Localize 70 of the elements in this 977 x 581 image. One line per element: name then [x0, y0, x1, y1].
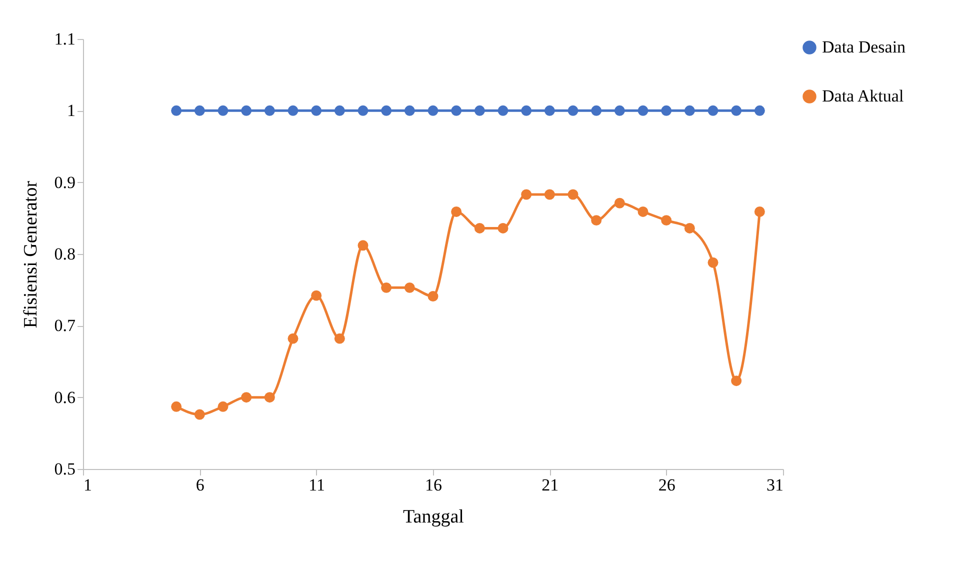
point [614, 198, 625, 208]
point [404, 282, 415, 293]
point [661, 105, 672, 116]
point [684, 222, 695, 234]
point [358, 240, 368, 251]
point [638, 105, 648, 116]
point [684, 105, 695, 116]
y-tick-label: 0.8 [54, 244, 76, 264]
point [521, 105, 532, 116]
y-tick-label: 0.7 [54, 316, 76, 336]
point [288, 105, 298, 116]
point [218, 105, 228, 116]
point [591, 215, 602, 226]
point [194, 409, 205, 420]
y-tick-label: 0.6 [54, 388, 76, 407]
y-tick-label: 0.9 [54, 172, 76, 192]
point [264, 392, 275, 403]
point [731, 376, 742, 386]
point [498, 105, 508, 116]
point [334, 333, 345, 344]
point [311, 105, 322, 116]
point [241, 105, 252, 116]
point [568, 105, 578, 116]
point [451, 206, 462, 217]
point [404, 105, 415, 116]
point [708, 105, 718, 116]
x-tick-label: 16 [425, 476, 442, 494]
point [638, 206, 648, 217]
point [451, 105, 462, 116]
point [358, 105, 368, 116]
point [381, 105, 392, 116]
point [428, 105, 438, 116]
point [428, 291, 438, 302]
x-tick-label: 6 [196, 476, 204, 494]
point [264, 105, 275, 116]
point [754, 105, 765, 116]
point [241, 392, 252, 403]
point [334, 105, 345, 116]
point [171, 105, 182, 116]
point [171, 401, 182, 412]
point [218, 401, 228, 412]
y-tick-label: 1 [67, 101, 76, 120]
point [614, 105, 625, 116]
y-axis-title: Efisiensi Generator [20, 180, 42, 328]
point [498, 222, 508, 234]
point [311, 290, 322, 301]
point [544, 189, 555, 200]
point [591, 105, 602, 116]
point [381, 282, 392, 293]
y-tick-label: 0.5 [54, 460, 76, 478]
point [474, 222, 485, 234]
point [754, 206, 765, 217]
legend-label: Data Aktual [822, 86, 904, 106]
point [731, 105, 742, 116]
x-tick-label: 11 [308, 476, 326, 494]
x-tick-label: 1 [84, 476, 92, 494]
point [568, 189, 578, 200]
point [661, 215, 672, 226]
x-tick-label: 26 [658, 476, 676, 494]
point [544, 105, 555, 116]
point [521, 189, 532, 200]
point [288, 333, 298, 344]
point [708, 257, 718, 268]
y-tick-label: 1.1 [54, 30, 76, 48]
x-tick-label: 21 [542, 476, 559, 494]
point [194, 105, 205, 116]
point [474, 105, 485, 116]
legend-label: Data Desain [822, 38, 906, 56]
x-tick-label: 31 [766, 476, 784, 494]
x-axis-title: Tanggal [403, 506, 464, 528]
